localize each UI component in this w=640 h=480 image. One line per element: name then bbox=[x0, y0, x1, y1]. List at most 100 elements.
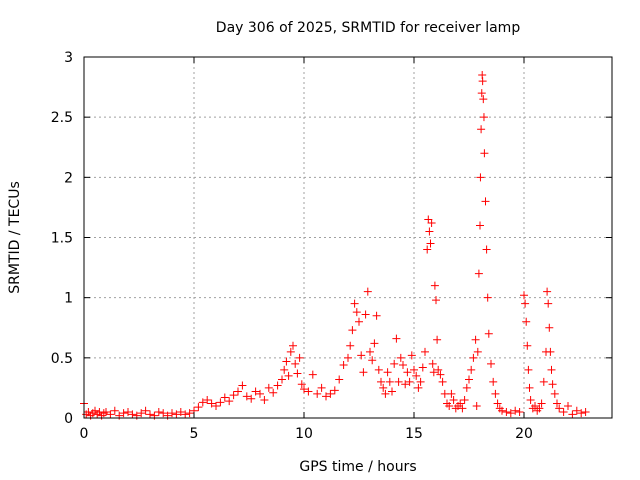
data-point bbox=[388, 387, 396, 396]
data-point bbox=[110, 406, 119, 415]
data-point bbox=[520, 291, 528, 300]
data-point bbox=[374, 365, 383, 374]
data-point bbox=[467, 365, 476, 374]
x-tick-labels: 0 5 10 15 20 bbox=[80, 426, 533, 442]
data-point bbox=[456, 399, 465, 408]
data-point bbox=[403, 368, 412, 377]
data-point bbox=[295, 353, 304, 362]
data-point bbox=[385, 377, 394, 386]
data-point bbox=[546, 347, 555, 356]
data-point bbox=[225, 397, 234, 406]
data-point bbox=[471, 335, 480, 344]
x-tick-label: 15 bbox=[405, 426, 423, 442]
data-point bbox=[479, 113, 488, 122]
data-point bbox=[269, 388, 278, 397]
data-point bbox=[317, 383, 326, 392]
data-point bbox=[521, 299, 530, 308]
data-point bbox=[357, 351, 366, 360]
data-point bbox=[251, 387, 260, 396]
data-point bbox=[524, 365, 533, 374]
data-point bbox=[308, 370, 317, 379]
data-point bbox=[260, 395, 269, 404]
data-point bbox=[487, 359, 495, 368]
data-point bbox=[436, 370, 445, 379]
data-point bbox=[493, 399, 502, 408]
data-point bbox=[247, 394, 256, 403]
data-point bbox=[128, 410, 137, 419]
data-point bbox=[473, 347, 482, 356]
data-point bbox=[370, 339, 379, 348]
data-point bbox=[548, 380, 557, 389]
data-point bbox=[399, 361, 407, 370]
data-point bbox=[396, 353, 405, 362]
data-point bbox=[430, 281, 439, 290]
data-point bbox=[286, 347, 295, 356]
data-point bbox=[185, 409, 194, 418]
data-point bbox=[427, 219, 436, 228]
x-axis-label: GPS time / hours bbox=[299, 459, 416, 475]
data-point bbox=[264, 383, 273, 392]
data-point bbox=[335, 375, 344, 384]
data-point bbox=[352, 308, 361, 317]
y-tick-label: 2.5 bbox=[51, 110, 73, 126]
data-point bbox=[368, 356, 377, 365]
data-point bbox=[176, 407, 185, 416]
data-point bbox=[361, 310, 370, 319]
data-point bbox=[481, 197, 490, 206]
data-point bbox=[479, 95, 488, 104]
data-point bbox=[545, 323, 554, 332]
data-point bbox=[372, 311, 381, 320]
data-point bbox=[445, 401, 454, 410]
data-point bbox=[433, 335, 442, 344]
data-point bbox=[412, 371, 421, 380]
data-point bbox=[526, 395, 535, 404]
data-point bbox=[401, 380, 410, 389]
data-point bbox=[438, 377, 447, 386]
data-point bbox=[390, 359, 399, 368]
data-point bbox=[229, 391, 238, 400]
data-point bbox=[511, 406, 520, 415]
data-point bbox=[212, 401, 220, 410]
data-point bbox=[539, 377, 548, 386]
data-point bbox=[278, 375, 286, 384]
y-tick-label: 3 bbox=[64, 50, 73, 66]
data-point bbox=[458, 404, 467, 413]
data-point bbox=[234, 387, 242, 396]
data-point bbox=[547, 365, 556, 374]
data-point bbox=[146, 410, 154, 419]
data-point bbox=[553, 399, 561, 408]
data-point bbox=[531, 401, 539, 410]
y-tick-label: 2 bbox=[64, 170, 73, 186]
data-point bbox=[322, 392, 330, 401]
data-point bbox=[480, 149, 489, 158]
data-point bbox=[326, 389, 335, 398]
data-point bbox=[484, 329, 493, 338]
data-point bbox=[383, 368, 392, 377]
data-point bbox=[568, 410, 577, 419]
data-point bbox=[106, 410, 115, 419]
data-point bbox=[577, 409, 586, 418]
data-point bbox=[535, 404, 544, 413]
data-point bbox=[447, 389, 456, 398]
data-point bbox=[428, 359, 437, 368]
data-point bbox=[172, 410, 181, 419]
data-point bbox=[242, 392, 251, 401]
data-point bbox=[418, 363, 427, 372]
data-point bbox=[559, 407, 568, 416]
data-point bbox=[423, 245, 432, 254]
data-point bbox=[159, 409, 168, 418]
y-tick-label: 1 bbox=[64, 291, 73, 307]
chart-title: Day 306 of 2025, SRMTID for receiver lam… bbox=[216, 20, 521, 36]
data-point bbox=[137, 409, 146, 418]
data-point bbox=[581, 407, 590, 416]
data-point bbox=[293, 369, 302, 378]
data-point bbox=[477, 125, 486, 134]
data-point bbox=[543, 287, 552, 296]
data-point bbox=[544, 299, 553, 308]
data-point bbox=[313, 389, 322, 398]
y-tick-label: 1.5 bbox=[51, 231, 73, 247]
data-point bbox=[207, 399, 216, 408]
data-point bbox=[572, 406, 581, 415]
data-point bbox=[555, 404, 564, 413]
